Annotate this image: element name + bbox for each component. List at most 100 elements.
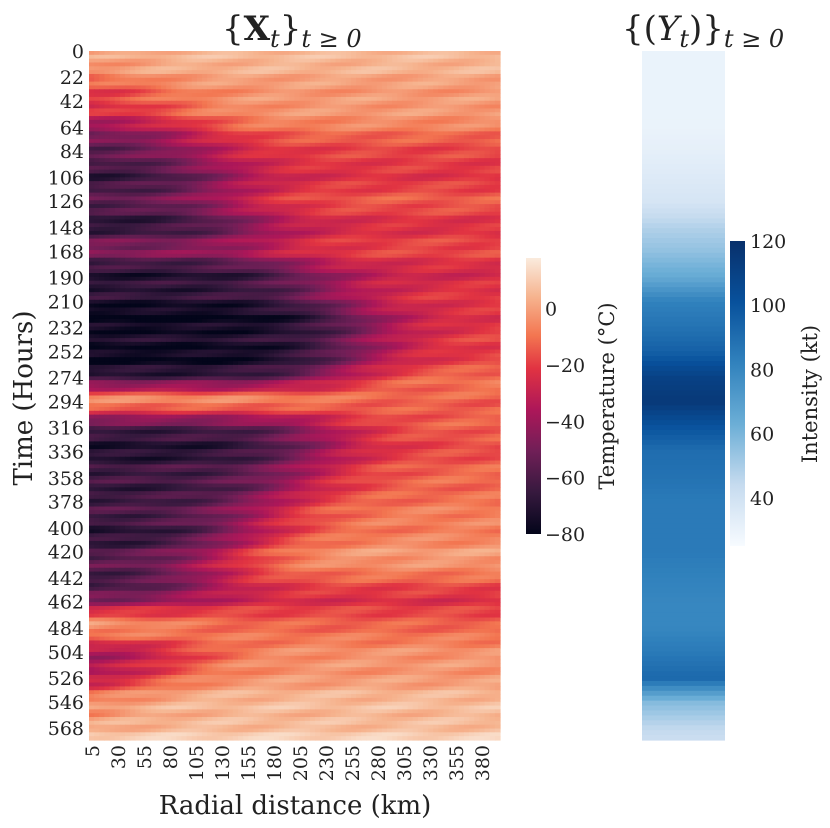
heatmap-cell	[381, 177, 388, 182]
heatmap-cell	[227, 200, 234, 205]
heatmap-cell	[464, 70, 470, 75]
heatmap-cell	[397, 276, 403, 282]
heatmap-cell	[140, 116, 147, 121]
heatmap-cell	[335, 276, 342, 282]
heatmap-cell	[304, 200, 311, 205]
heatmap-cell	[422, 93, 429, 98]
heatmap-cell	[366, 89, 373, 94]
heatmap-cell	[89, 51, 95, 56]
heatmap-cell	[489, 100, 496, 106]
heatmap-cell	[186, 51, 193, 56]
heatmap-cell	[181, 280, 188, 286]
heatmap-cell	[438, 62, 445, 67]
heatmap-cell	[150, 284, 157, 289]
heatmap-cell	[232, 181, 239, 186]
heatmap-cell	[89, 135, 95, 140]
heatmap-cell	[494, 96, 501, 102]
heatmap-cell	[340, 127, 347, 132]
heatmap-cell	[135, 242, 141, 247]
heatmap-cell	[237, 196, 244, 201]
heatmap-cell	[458, 62, 465, 67]
heatmap-cell	[443, 192, 450, 198]
heatmap-cell	[232, 257, 239, 263]
heatmap-cell	[186, 269, 193, 274]
heatmap-cell	[304, 104, 311, 110]
heatmap-cell	[422, 269, 429, 274]
heatmap-cell	[397, 89, 403, 94]
heatmap-cell	[109, 200, 116, 205]
heatmap-cell	[299, 253, 306, 259]
heatmap-cell	[299, 230, 306, 236]
heatmap-cell	[340, 154, 347, 159]
heatmap-cell	[376, 96, 383, 102]
heatmap-cell	[104, 119, 111, 125]
heatmap-cell	[114, 162, 121, 167]
heatmap-cell	[130, 207, 136, 213]
heatmap-cell	[258, 123, 265, 129]
heatmap-cell	[135, 211, 141, 217]
heatmap-cell	[309, 131, 316, 136]
heatmap-cell	[299, 173, 306, 178]
heatmap-cell	[376, 131, 383, 136]
heatmap-cell	[304, 253, 311, 259]
heatmap-cell	[166, 100, 172, 106]
heatmap-cell	[356, 112, 362, 117]
heatmap-cell	[417, 227, 424, 232]
heatmap-cell	[114, 127, 121, 132]
heatmap-cell	[268, 215, 275, 221]
heatmap-cell	[248, 276, 254, 282]
heatmap-cell	[381, 219, 388, 224]
heatmap-cell	[109, 273, 116, 278]
heatmap-cell	[464, 93, 470, 98]
heatmap-cell	[217, 269, 224, 274]
heatmap-cell	[248, 162, 254, 167]
heatmap-cell	[299, 242, 306, 247]
heatmap-cell	[155, 257, 162, 263]
heatmap-cell	[494, 261, 501, 266]
heatmap-cell	[309, 70, 316, 75]
heatmap-cell	[191, 181, 198, 186]
heatmap-cell	[443, 119, 450, 125]
heatmap-cell	[114, 81, 121, 87]
heatmap-cell	[469, 200, 475, 205]
heatmap-cell	[315, 284, 321, 289]
heatmap-cell	[474, 58, 481, 64]
heatmap-cell	[356, 177, 362, 182]
heatmap-cell	[263, 70, 270, 75]
heatmap-cell	[361, 93, 368, 98]
heatmap-cell	[155, 188, 162, 194]
heatmap-cell	[448, 253, 455, 259]
heatmap-cell	[279, 230, 285, 236]
heatmap-cell	[140, 227, 147, 232]
heatmap-cell	[381, 204, 388, 209]
heatmap-cell	[268, 284, 275, 289]
heatmap-cell	[176, 200, 183, 205]
heatmap-cell	[433, 54, 439, 60]
heatmap-cell	[196, 207, 203, 213]
heatmap-cell	[217, 104, 224, 110]
heatmap-cell	[453, 127, 460, 132]
heatmap-cell	[196, 169, 203, 175]
heatmap-cell	[412, 204, 419, 209]
heatmap-cell	[304, 234, 311, 240]
heatmap-cell	[124, 108, 131, 113]
heatmap-cell	[345, 119, 352, 125]
heatmap-cell	[309, 139, 316, 144]
heatmap-cell	[371, 273, 378, 278]
heatmap-cell	[145, 211, 152, 217]
heatmap-cell	[392, 227, 398, 232]
heatmap-cell	[160, 100, 167, 106]
heatmap-cell	[371, 181, 378, 186]
heatmap-cell	[140, 215, 147, 221]
heatmap-cell	[124, 119, 131, 125]
heatmap-cell	[217, 135, 224, 140]
heatmap-cell	[464, 211, 470, 217]
heatmap-cell	[356, 158, 362, 163]
heatmap-cell	[386, 188, 393, 194]
heatmap-cell	[243, 261, 249, 266]
heatmap-cell	[309, 81, 316, 87]
heatmap-cell	[145, 223, 152, 228]
heatmap-cell	[176, 246, 183, 251]
heatmap-cell	[469, 273, 475, 278]
heatmap-cell	[155, 119, 162, 125]
